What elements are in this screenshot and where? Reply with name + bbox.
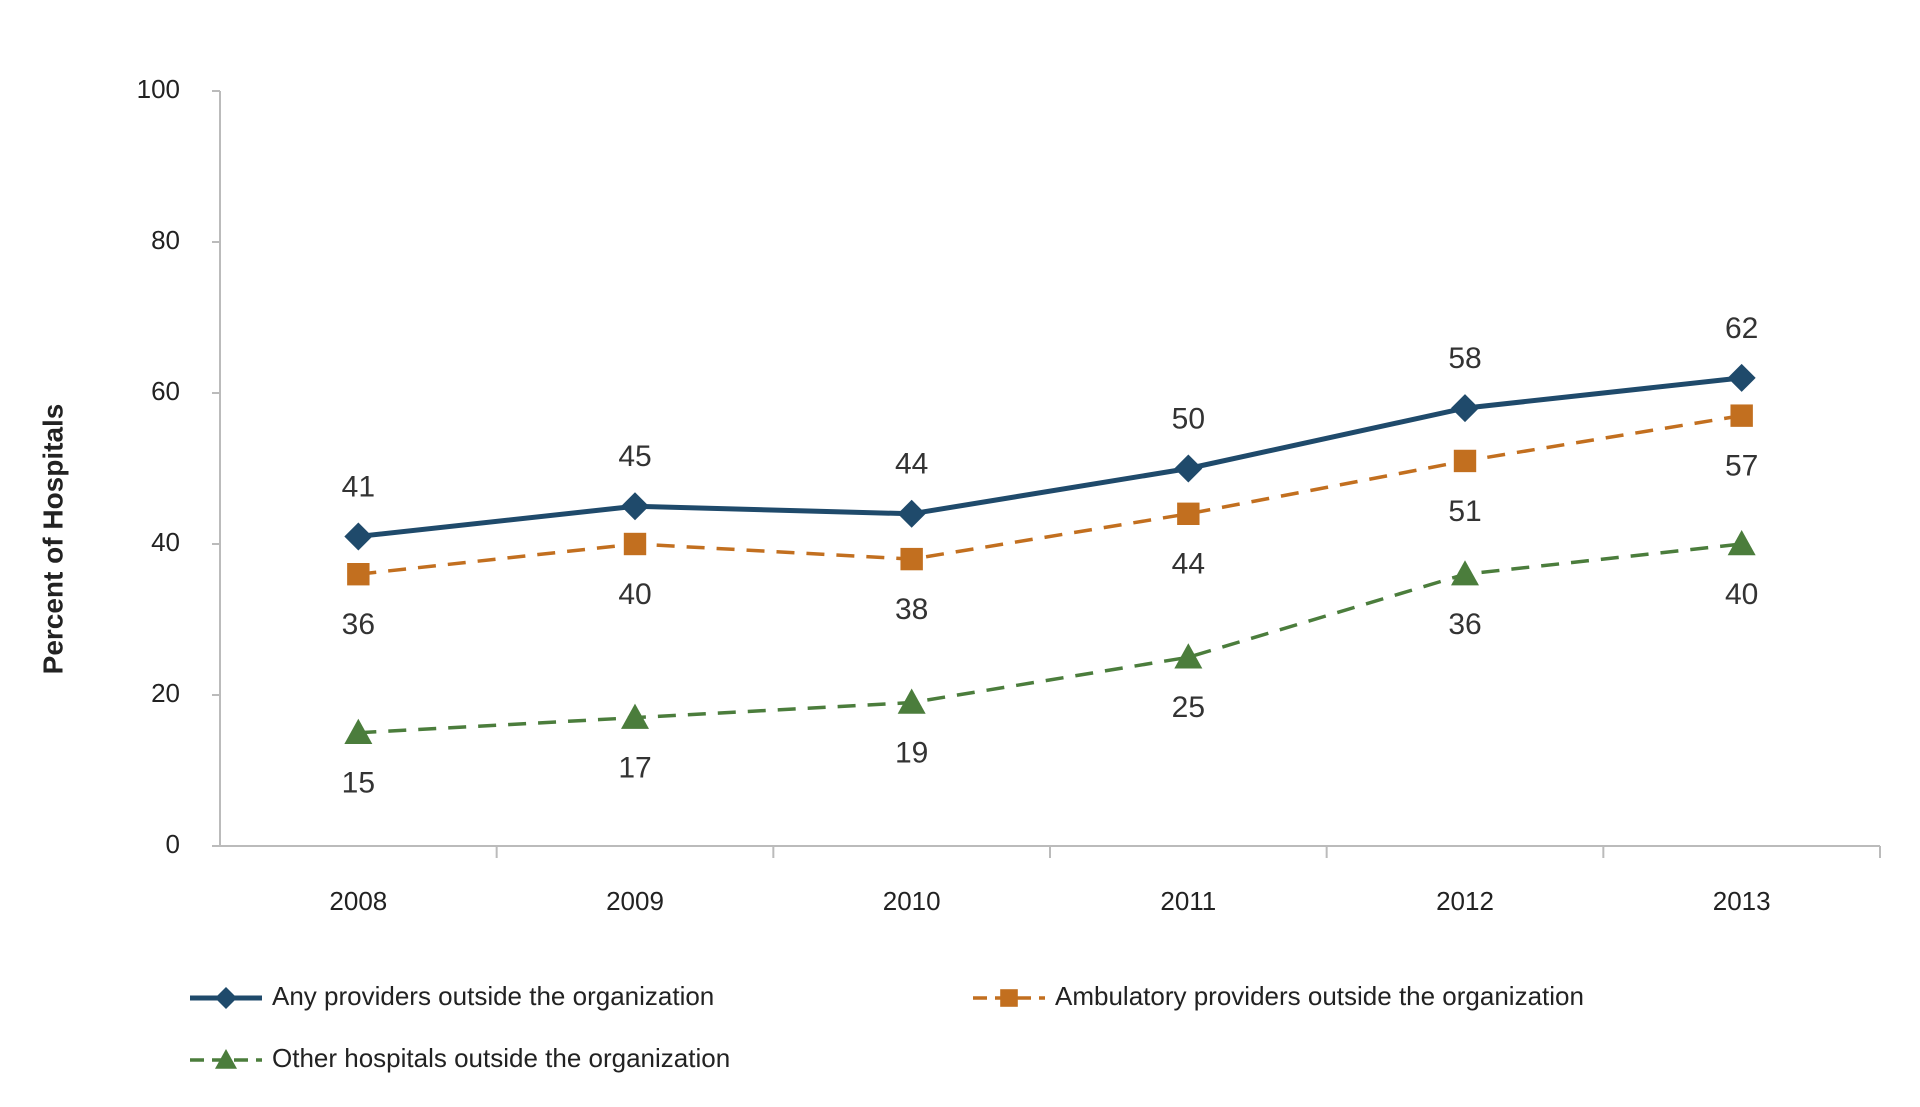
data-label: 36 — [1448, 608, 1481, 641]
x-tick-label: 2008 — [329, 886, 387, 916]
y-tick-label: 20 — [151, 678, 180, 708]
x-tick-label: 2013 — [1713, 886, 1771, 916]
data-label: 25 — [1172, 691, 1205, 724]
y-axis-title: Percent of Hospitals — [37, 404, 68, 675]
data-label: 44 — [895, 448, 928, 481]
x-tick-label: 2012 — [1436, 886, 1494, 916]
marker — [344, 522, 373, 551]
marker — [347, 563, 370, 586]
marker — [900, 547, 923, 571]
data-label: 57 — [1725, 450, 1758, 483]
data-label: 40 — [1725, 578, 1758, 611]
data-label: 62 — [1725, 312, 1758, 345]
data-label: 45 — [618, 440, 651, 473]
marker — [215, 987, 237, 1009]
legend-label: Ambulatory providers outside the organiz… — [1055, 981, 1584, 1011]
data-label: 19 — [895, 736, 928, 769]
x-tick-label: 2009 — [606, 886, 664, 916]
x-tick-label: 2011 — [1160, 886, 1216, 916]
data-label: 15 — [342, 767, 375, 800]
marker — [621, 703, 649, 729]
marker — [1174, 454, 1203, 483]
x-tick-label: 2010 — [883, 886, 941, 916]
data-label: 41 — [342, 470, 375, 503]
data-label: 58 — [1448, 342, 1481, 375]
marker — [1451, 394, 1479, 423]
marker — [623, 532, 647, 556]
data-label: 36 — [342, 608, 375, 641]
y-tick-label: 100 — [137, 74, 180, 104]
marker — [1727, 530, 1756, 556]
data-label: 44 — [1172, 548, 1205, 581]
legend-label: Any providers outside the organization — [272, 981, 714, 1011]
y-tick-label: 0 — [166, 829, 180, 859]
legend-label: Other hospitals outside the organization — [272, 1043, 730, 1073]
marker — [1727, 363, 1756, 392]
marker — [344, 718, 373, 744]
data-label: 40 — [618, 578, 651, 611]
marker — [1174, 643, 1203, 669]
marker — [1451, 560, 1479, 586]
marker — [215, 1049, 237, 1069]
y-tick-label: 60 — [151, 376, 180, 406]
marker — [621, 492, 649, 521]
series-line — [358, 413, 1742, 576]
data-label: 38 — [895, 593, 928, 626]
series-line — [358, 375, 1742, 539]
data-label: 51 — [1448, 495, 1481, 528]
marker — [1453, 449, 1477, 473]
marker — [897, 499, 926, 528]
data-label: 50 — [1172, 402, 1205, 435]
y-tick-label: 80 — [151, 225, 180, 255]
y-tick-label: 40 — [151, 527, 180, 557]
marker — [1177, 502, 1200, 525]
marker — [897, 688, 926, 714]
marker — [1730, 404, 1753, 427]
marker — [1000, 989, 1018, 1007]
series-line — [358, 542, 1742, 735]
data-label: 17 — [618, 752, 651, 785]
